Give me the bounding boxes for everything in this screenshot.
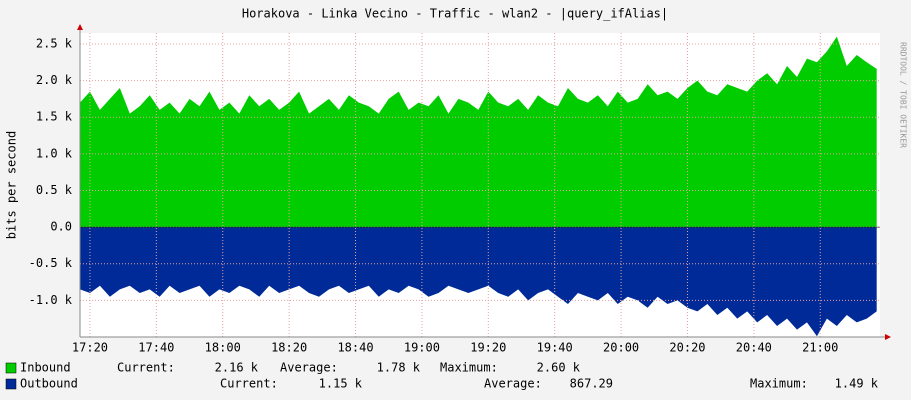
x-tick-label: 18:00 [205, 341, 241, 355]
legend-label: Inbound [20, 361, 71, 375]
y-tick-label: 1.0 k [36, 146, 73, 160]
x-tick-label: 17:20 [72, 341, 108, 355]
legend-stat-label: Maximum: [440, 361, 498, 375]
legend-label: Outbound [20, 377, 78, 391]
x-tick-label: 21:00 [802, 341, 838, 355]
y-tick-label: 0.5 k [36, 183, 73, 197]
chart-title: Horakova - Linka Vecino - Traffic - wlan… [242, 7, 668, 21]
area-outbound [80, 227, 877, 337]
y-tick-label: 2.5 k [36, 36, 73, 50]
legend-stat-label: Current: [117, 361, 175, 375]
legend-stat-value: 2.16 k [215, 361, 259, 375]
area-inbound [80, 36, 877, 228]
y-tick-label: 0.0 [50, 220, 72, 234]
axis-arrow [77, 24, 83, 30]
legend-stat-value: 1.49 k [835, 377, 879, 391]
y-tick-label: 2.0 k [36, 73, 73, 87]
y-tick-label: -0.5 k [29, 256, 73, 270]
legend-stat-label: Average: [484, 377, 542, 391]
x-tick-label: 19:00 [404, 341, 440, 355]
y-tick-label: -1.0 k [29, 293, 73, 307]
legend-stat-value: 1.78 k [377, 361, 421, 375]
x-tick-label: 19:20 [470, 341, 506, 355]
watermark: RRDTOOL / TOBI OETIKER [899, 42, 908, 148]
legend-swatch [5, 362, 17, 374]
legend-stat-label: Maximum: [750, 377, 808, 391]
x-tick-label: 20:20 [669, 341, 705, 355]
legend-swatch [5, 378, 17, 390]
x-tick-label: 20:40 [736, 341, 772, 355]
y-tick-label: 1.5 k [36, 110, 73, 124]
legend-stat-value: 2.60 k [537, 361, 581, 375]
x-tick-label: 19:40 [537, 341, 573, 355]
y-axis-label: bits per second [5, 131, 19, 239]
x-tick-label: 18:20 [271, 341, 307, 355]
axis-arrow [885, 334, 891, 340]
legend-stat-label: Average: [280, 361, 338, 375]
x-tick-label: 17:40 [138, 341, 174, 355]
x-tick-label: 18:40 [337, 341, 373, 355]
legend-stat-value: 1.15 k [319, 377, 363, 391]
legend-stat-value: 867.29 [570, 377, 613, 391]
x-tick-label: 20:00 [603, 341, 639, 355]
series-group [80, 36, 877, 337]
legend-stat-label: Current: [220, 377, 278, 391]
